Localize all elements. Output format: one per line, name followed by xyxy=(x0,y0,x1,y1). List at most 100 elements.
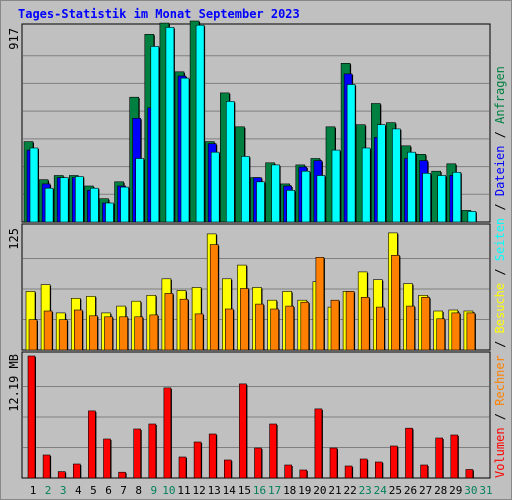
x-label-day-7: 7 xyxy=(120,484,127,497)
x-label-day-30: 30 xyxy=(464,484,477,497)
bar-volumen-20 xyxy=(314,408,323,479)
bar-seiten-6 xyxy=(105,202,114,223)
bar-seiten-23 xyxy=(361,147,371,223)
x-label-day-16: 16 xyxy=(253,484,266,497)
bar-volumen-29 xyxy=(450,434,459,479)
bar-seiten-26 xyxy=(407,151,416,223)
x-label-day-14: 14 xyxy=(223,484,237,497)
bar-seiten-3 xyxy=(59,177,69,223)
x-label-day-18: 18 xyxy=(283,484,296,497)
x-label-day-17: 17 xyxy=(268,484,281,497)
bar-rechner-25 xyxy=(391,255,400,351)
volume-max-label: 12.19 MB xyxy=(7,354,21,412)
bar-seiten-20 xyxy=(316,175,326,223)
bar-rechner-8 xyxy=(134,316,143,351)
legend-item: Dateien xyxy=(493,146,507,197)
gridlines xyxy=(23,55,489,448)
bar-volumen-8 xyxy=(133,428,141,479)
bar-rechner-9 xyxy=(149,314,159,351)
bar-seiten-14 xyxy=(226,101,235,223)
x-label-day-28: 28 xyxy=(434,484,447,497)
x-axis-labels: 1 2 3 4 5 6 7 8 9 10 11 12 13 14 15 16 17 18 19 20 21 22 23 24 2… xyxy=(30,484,493,497)
bar-volumen-23 xyxy=(359,458,368,479)
bar-rechner-13 xyxy=(209,244,219,351)
bar-volumen-18 xyxy=(284,464,293,479)
bar-seiten-28 xyxy=(437,175,447,223)
bar-seiten-29 xyxy=(452,172,462,223)
bar-rechner-27 xyxy=(421,296,430,351)
bar-volumen-21 xyxy=(329,447,338,479)
bar-volumen-5 xyxy=(88,410,96,479)
bar-seiten-7 xyxy=(120,186,129,223)
bar-seiten-12 xyxy=(195,24,205,223)
bar-rechner-4 xyxy=(74,309,83,351)
bar-rechner-19 xyxy=(300,301,310,351)
bar-seiten-17 xyxy=(271,164,280,223)
legend-item: / xyxy=(493,196,507,218)
bar-seiten-4 xyxy=(75,176,84,223)
bar-seiten-27 xyxy=(422,173,431,223)
x-label-day-31: 31 xyxy=(479,484,492,497)
bar-seiten-19 xyxy=(301,170,311,223)
bar-seiten-8 xyxy=(135,158,144,223)
x-label-day-26: 26 xyxy=(404,484,417,497)
x-label-day-4: 4 xyxy=(75,484,82,497)
legend-right: Volumen / Rechner / Besuche / Seiten / D… xyxy=(493,66,507,478)
bar-rechner-12 xyxy=(194,313,204,351)
legend-item: / xyxy=(493,333,507,355)
bar-volumen-6 xyxy=(103,438,111,479)
bar-volumen-14 xyxy=(224,459,232,479)
bar-seiten-13 xyxy=(210,151,220,223)
bar-rechner-17 xyxy=(270,308,279,351)
legend-item: / xyxy=(493,124,507,146)
bar-seiten-21 xyxy=(331,149,341,223)
bar-seiten-22 xyxy=(346,84,356,223)
bar-volumen-2 xyxy=(42,454,51,479)
bar-seiten-2 xyxy=(44,187,54,223)
bar-rechner-22 xyxy=(345,291,355,351)
bar-volumen-13 xyxy=(208,433,217,479)
x-label-day-21: 21 xyxy=(328,484,341,497)
bars xyxy=(23,20,477,479)
bar-rechner-29 xyxy=(451,312,461,351)
bar-seiten-10 xyxy=(165,27,175,223)
bar-seiten-24 xyxy=(376,124,386,223)
x-label-day-8: 8 xyxy=(135,484,142,497)
requests-max-label: 917 xyxy=(7,28,21,50)
bar-rechner-11 xyxy=(179,298,189,351)
x-label-day-29: 29 xyxy=(449,484,462,497)
bar-volumen-26 xyxy=(405,427,413,479)
x-label-day-12: 12 xyxy=(192,484,205,497)
bar-seiten-9 xyxy=(150,46,160,223)
x-label-day-5: 5 xyxy=(90,484,97,497)
bar-volumen-30 xyxy=(465,469,474,479)
x-label-day-25: 25 xyxy=(389,484,402,497)
x-label-day-23: 23 xyxy=(359,484,372,497)
bar-rechner-7 xyxy=(119,316,128,351)
bar-rechner-26 xyxy=(406,305,415,351)
x-label-day-15: 15 xyxy=(238,484,251,497)
visits-max-label: 125 xyxy=(7,228,21,250)
x-label-day-27: 27 xyxy=(419,484,432,497)
x-label-day-1: 1 xyxy=(30,484,37,497)
bar-volumen-1 xyxy=(27,355,36,479)
bar-rechner-14 xyxy=(225,308,234,351)
bar-seiten-1 xyxy=(29,147,39,223)
x-label-day-19: 19 xyxy=(298,484,311,497)
bar-seiten-5 xyxy=(90,187,99,223)
bar-volumen-4 xyxy=(73,463,81,479)
bar-rechner-24 xyxy=(375,306,385,351)
bar-rechner-1 xyxy=(28,319,38,351)
bar-volumen-27 xyxy=(420,464,428,479)
bar-volumen-9 xyxy=(148,423,157,479)
bar-seiten-16 xyxy=(256,181,265,223)
bar-volumen-15 xyxy=(239,383,247,479)
bar-rechner-5 xyxy=(89,315,98,351)
bar-volumen-11 xyxy=(178,456,187,479)
bar-volumen-24 xyxy=(374,461,383,479)
bar-rechner-21 xyxy=(330,299,340,351)
x-label-day-11: 11 xyxy=(177,484,190,497)
legend-item: Rechner xyxy=(493,355,507,406)
bar-rechner-16 xyxy=(255,303,264,351)
